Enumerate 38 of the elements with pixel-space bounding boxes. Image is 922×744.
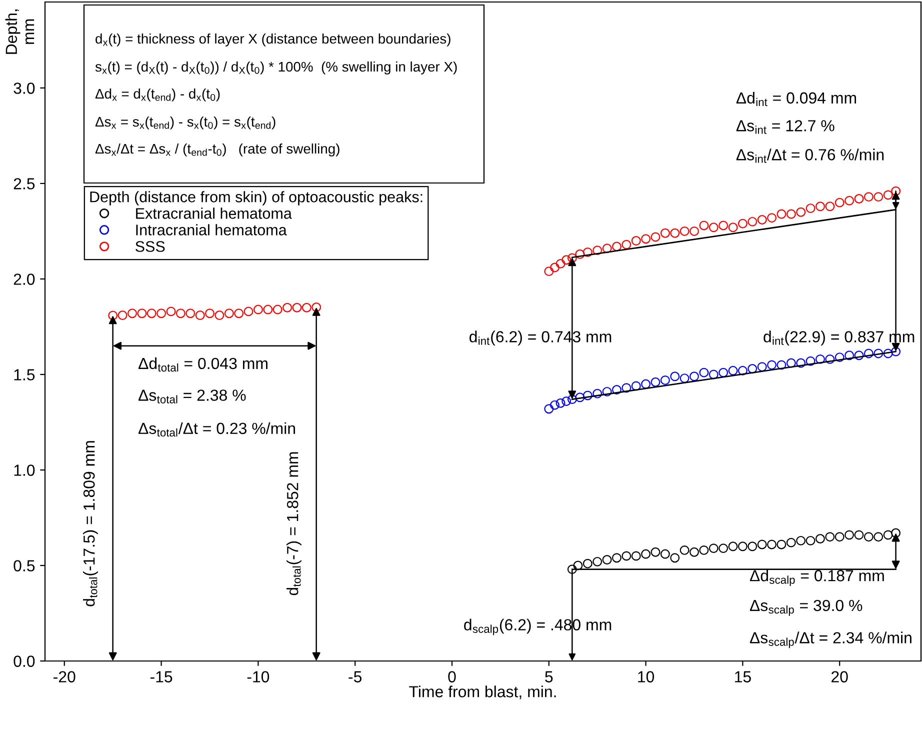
annotation: Δs$_{scalp}$/Δt = 2.34 %/min xyxy=(750,632,912,648)
annotation: d$_{x}$(t) = thickness of layer X (distance between boundaries) xyxy=(96,33,450,46)
y-tick-label: 3.0 xyxy=(14,82,35,94)
legend-label: SSS xyxy=(136,241,165,252)
legend-label: Intracranial hematoma xyxy=(136,224,287,236)
annotation: Δs$_{total}$ = 2.38 % xyxy=(138,390,246,404)
annotation: Δs$_{int}$/Δt = 0.76 %/min xyxy=(736,148,884,163)
x-tick-label: 20 xyxy=(832,671,848,682)
y-tick-label: 0.0 xyxy=(14,656,35,667)
annotation: Δd$_{scalp}$ = 0.187 mm xyxy=(750,570,884,586)
x-tick-label: 0 xyxy=(448,671,456,682)
x-tick-label: -15 xyxy=(150,671,172,682)
x-tick-label: -10 xyxy=(247,671,270,682)
y-tick-label: 0.5 xyxy=(14,560,35,572)
text: Δs$_{x}$/Δt = Δs$_{x}$ / (t$_{end}$-t$_{0}$) (rate of swelling) xyxy=(95,143,340,156)
legend-label: Extracranial hematoma xyxy=(136,208,292,219)
y-axis-title: Depth, mm xyxy=(5,10,34,54)
annotation: d$_{total}$(-7) = 1.852 mm xyxy=(286,452,302,596)
x-tick-label: 5 xyxy=(545,671,553,682)
annotation: Δd$_{total}$ = 0.043 mm xyxy=(138,357,268,372)
x-axis-title: Time from blast, min. xyxy=(409,686,556,700)
x-tick-label: 15 xyxy=(735,671,751,682)
x-tick-label: -20 xyxy=(54,671,76,682)
annotation: Δs$_{total}$/Δt = 0.23 %/min xyxy=(138,422,295,437)
y-tick-label: 1.5 xyxy=(14,369,35,380)
annotation: Δd$_{int}$ = 0.094 mm xyxy=(736,92,856,106)
annotation: Δs$_{int}$ = 12.7 % xyxy=(736,120,834,134)
text: s$_{x}$(t) = (d$_{X}$(t) - d$_{X}$(t$_{0}$)) / d$_{X}$(t$_{0}$) * 100% (% swelling in layer X) xyxy=(95,61,457,74)
y-tick-label: 2.0 xyxy=(14,274,35,285)
legend-title: Depth (distance from skin) of optoacoustic peaks: xyxy=(90,191,422,206)
x-tick-label: -5 xyxy=(348,671,362,682)
y-tick-label: 2.5 xyxy=(14,178,35,190)
y-tick-label: 1.0 xyxy=(14,464,35,476)
annotation: Δs$_{scalp}$ = 39.0 % xyxy=(750,600,862,616)
text: Δd$_{x}$ = d$_{x}$(t$_{end}$) - d$_{x}$(t$_{0}$) xyxy=(95,88,220,102)
text: Δs$_{x}$ = s$_{x}$(t$_{end}$) - s$_{x}$(t$_{0}$) = s$_{x}$(t$_{end}$) xyxy=(95,116,276,130)
annotation: d$_{total}$(-17.5) = 1.809 mm xyxy=(83,441,98,606)
x-tick-label: 10 xyxy=(638,671,654,682)
